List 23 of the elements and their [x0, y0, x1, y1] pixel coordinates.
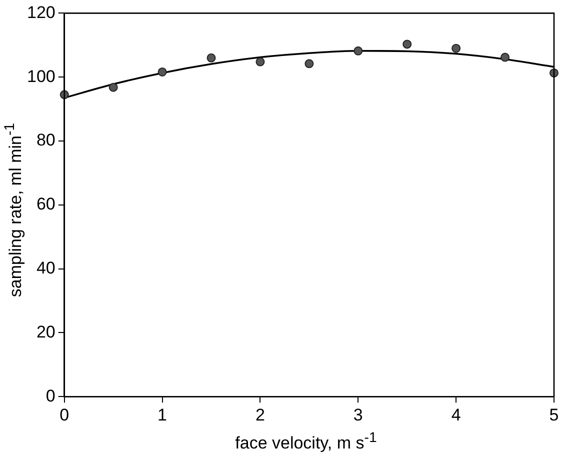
y-tick-label: 60	[36, 194, 56, 214]
y-tick-label: 40	[36, 258, 56, 278]
point	[206, 53, 216, 62]
x-tick-label: 3	[353, 405, 363, 424]
point	[354, 46, 363, 56]
point	[108, 82, 118, 92]
y-tick-label: 0	[46, 386, 56, 406]
point	[452, 44, 461, 53]
y-tick-label: 80	[36, 130, 56, 150]
point	[256, 57, 265, 66]
y-tick-label: 20	[36, 322, 56, 342]
point	[304, 59, 314, 68]
y-tick-label: 100	[26, 66, 56, 86]
x-tick-label: 1	[158, 405, 168, 424]
point	[500, 52, 510, 62]
x-tick-label: 2	[255, 405, 265, 424]
x-tick-label: 4	[451, 405, 461, 424]
x-tick-label: 0	[60, 405, 70, 424]
x-tick-label: 5	[549, 405, 559, 424]
point	[158, 67, 167, 76]
point	[402, 40, 412, 49]
x-axis-title: face velocity, m s$^{-1}$	[234, 430, 378, 454]
y-tick-label: 120	[26, 2, 56, 22]
